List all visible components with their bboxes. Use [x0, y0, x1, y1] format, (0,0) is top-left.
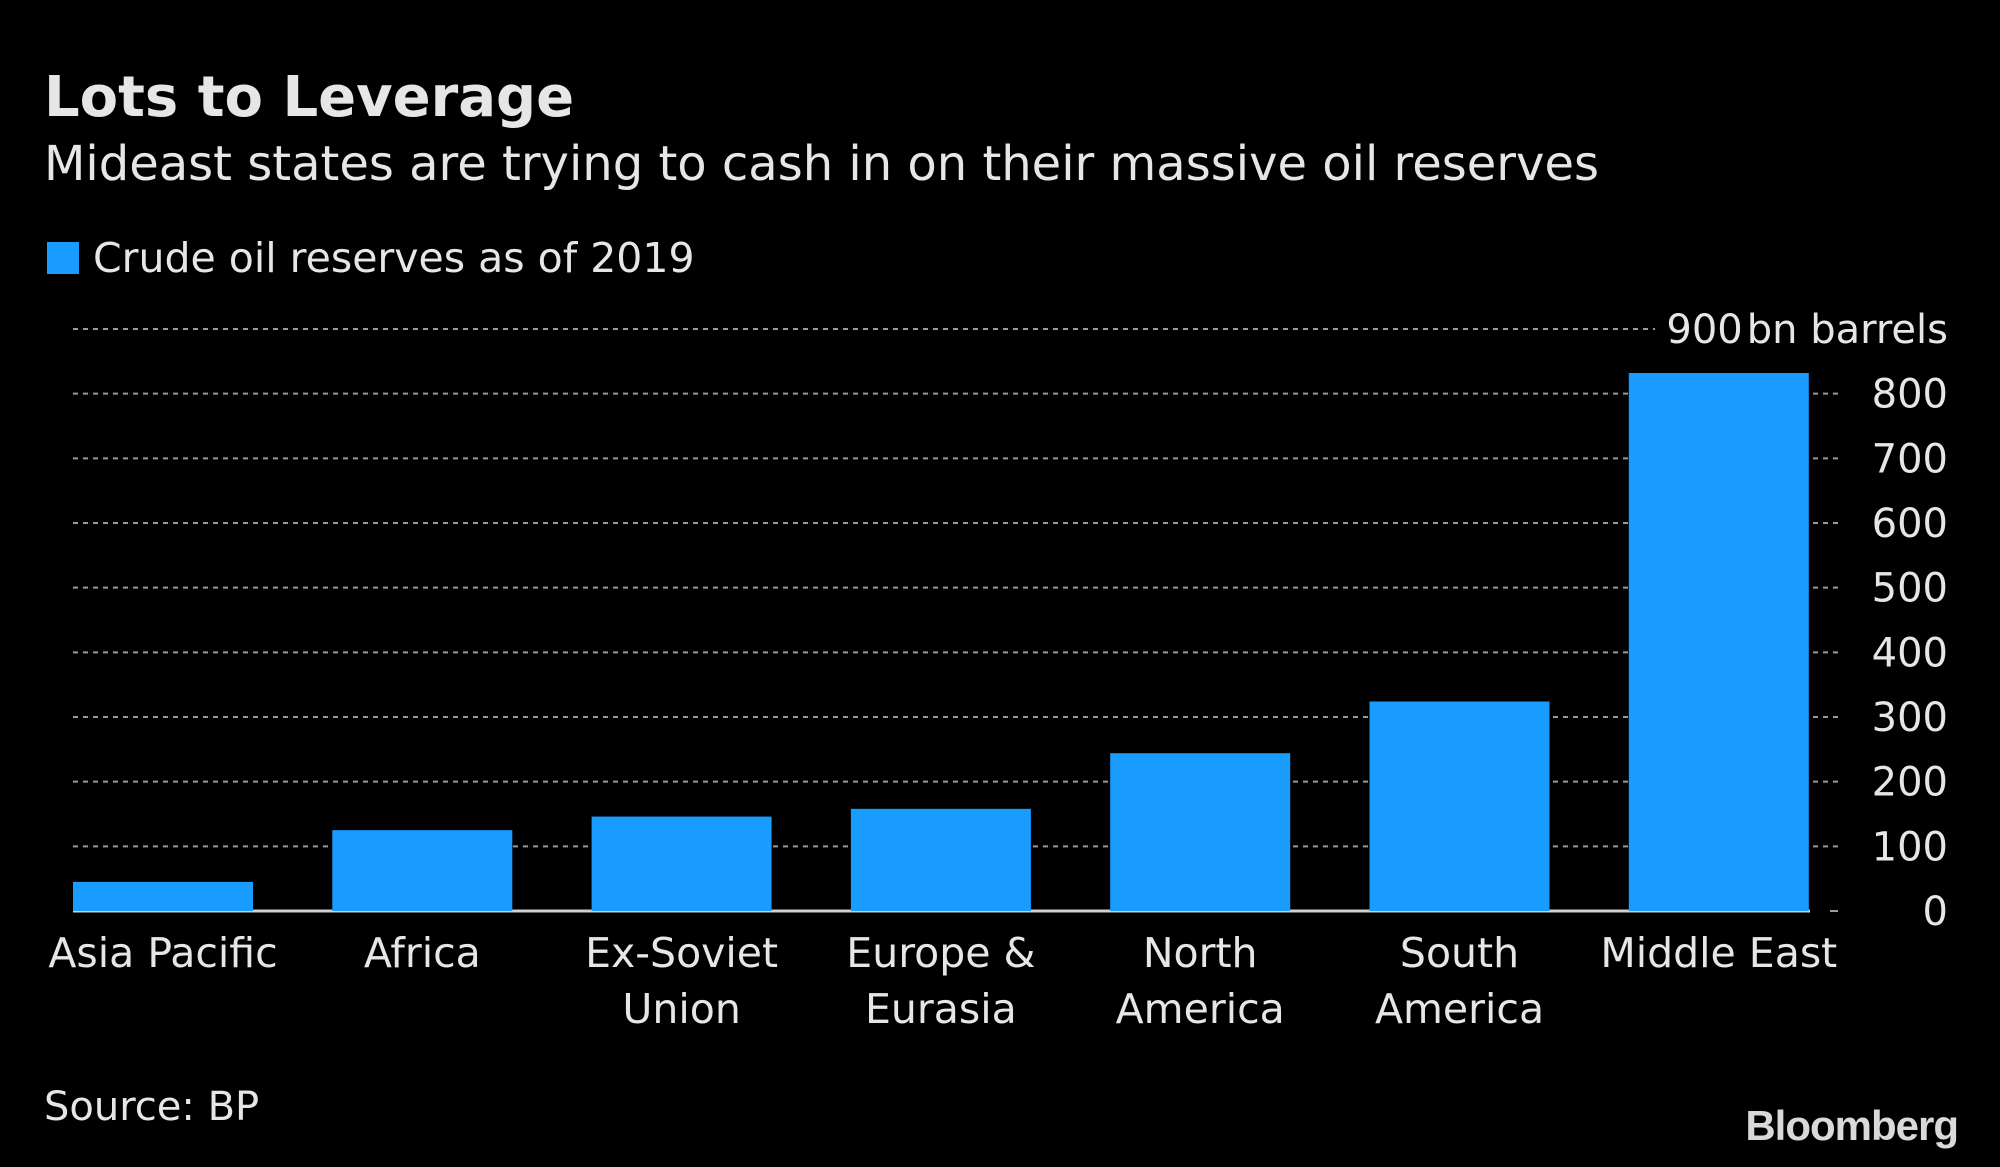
chart-title: Lots to Leverage [44, 65, 574, 130]
x-tick-label: Middle East [1600, 929, 1837, 977]
y-tick-label: 400 [1872, 630, 1948, 676]
x-tick-label: Union [622, 985, 740, 1033]
x-tick-label: Asia Pacific [48, 929, 277, 977]
bar [73, 881, 253, 911]
bar [1628, 372, 1809, 911]
x-tick-label: America [1375, 985, 1544, 1033]
y-tick-label: 600 [1872, 501, 1948, 547]
bar [332, 830, 513, 911]
source-note: Source: BP [44, 1084, 259, 1130]
legend-swatch [47, 242, 79, 274]
x-tick-label: Ex-Soviet [585, 929, 778, 977]
bar [1369, 701, 1550, 911]
y-tick-label: 100 [1872, 824, 1948, 870]
x-tick-label: America [1116, 985, 1285, 1033]
chart-subtitle: Mideast states are trying to cash in on … [44, 136, 1599, 192]
y-tick-label: 200 [1872, 760, 1948, 806]
bar [850, 808, 1031, 911]
bar [591, 816, 772, 911]
y-tick-label: 800 [1872, 372, 1948, 418]
y-tick-label: 0 [1923, 889, 1948, 935]
y-tick-label: 300 [1872, 695, 1948, 741]
y-tick-label: 900 bn barrels [1666, 307, 1948, 353]
legend-label: Crude oil reserves as of 2019 [93, 234, 695, 282]
x-tick-label: Europe & [846, 929, 1035, 977]
x-tick-label: Eurasia [865, 985, 1017, 1033]
bloomberg-logo: Bloomberg [1745, 1102, 1958, 1149]
bar [1110, 753, 1291, 911]
x-tick-label: North [1143, 929, 1258, 977]
y-tick-label: 700 [1872, 436, 1948, 482]
x-tick-label: South [1400, 929, 1519, 977]
y-tick-label: 500 [1872, 566, 1948, 612]
x-tick-label: Africa [364, 929, 481, 977]
